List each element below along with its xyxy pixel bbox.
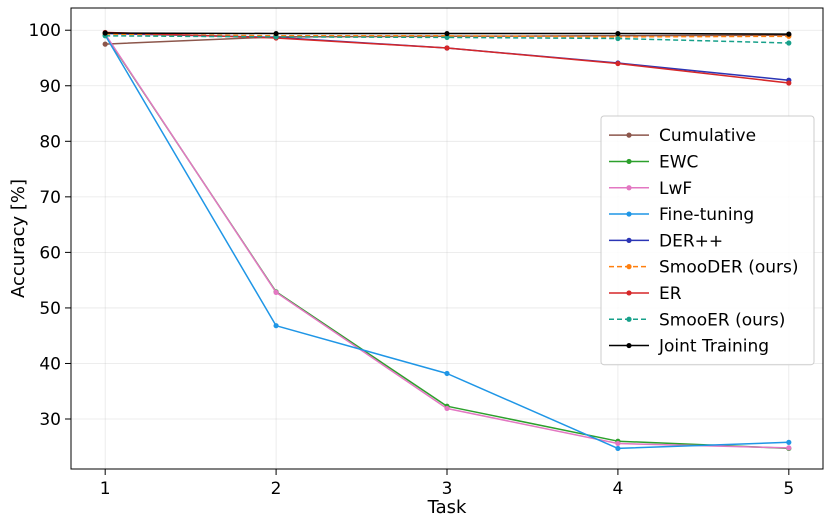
series-joint-training <box>102 30 792 37</box>
data-point <box>273 323 279 329</box>
y-tick-label: 60 <box>39 243 61 263</box>
data-point <box>615 445 621 452</box>
data-point <box>102 30 108 36</box>
x-tick-label: 1 <box>100 479 111 499</box>
data-point <box>444 34 450 41</box>
data-point <box>786 80 792 86</box>
legend-swatch-marker <box>626 316 632 322</box>
x-tick-label: 2 <box>271 479 282 499</box>
legend-box <box>600 115 815 366</box>
y-tick-label: 40 <box>39 354 61 374</box>
y-tick-label: 50 <box>39 299 61 319</box>
legend-item: LwF <box>609 179 692 199</box>
data-point <box>444 45 450 51</box>
legend-swatch-marker <box>626 264 632 270</box>
legend-label: DER++ <box>659 231 723 251</box>
legend-item: Fine-tuning <box>609 205 754 225</box>
legend-swatch-marker <box>626 342 632 349</box>
data-point <box>444 405 450 412</box>
legend-swatch-marker <box>626 185 632 191</box>
legend-label: Joint Training <box>658 337 769 357</box>
series-lines <box>102 29 792 452</box>
x-tick-label: 3 <box>442 479 453 499</box>
data-point <box>615 35 621 42</box>
legend-label: LwF <box>659 179 692 199</box>
legend-label: SmooDER (ours) <box>659 258 799 278</box>
legend-label: EWC <box>659 152 698 172</box>
y-tick-label: 80 <box>39 132 61 152</box>
data-point <box>786 439 792 445</box>
legend-item: EWC <box>609 152 698 172</box>
series-fine-tuning <box>102 32 792 452</box>
y-tick-label: 90 <box>39 77 61 97</box>
legend-swatch-marker <box>626 158 632 165</box>
y-tick-label: 100 <box>29 21 61 41</box>
data-point <box>102 41 108 47</box>
legend-item: DER++ <box>609 231 723 251</box>
data-point <box>273 289 279 295</box>
legend-label: ER <box>659 284 682 304</box>
x-tick-label: 4 <box>612 479 623 499</box>
legend-item: Cumulative <box>609 126 756 146</box>
legend-item: SmooER (ours) <box>609 310 785 330</box>
legend-item: ER <box>609 284 682 304</box>
y-axis-label: Accuracy [%] <box>8 179 29 298</box>
data-point <box>786 445 792 451</box>
legend: Cumulative EWC LwF Fine-tuning DER++ SmooDER … <box>600 115 815 366</box>
legend-label: Fine-tuning <box>659 205 754 225</box>
legend-item: Joint Training <box>609 337 769 357</box>
x-axis-label: Task <box>427 497 467 518</box>
data-point <box>615 60 621 67</box>
data-point <box>615 30 621 37</box>
legend-item: SmooDER (ours) <box>609 258 799 278</box>
y-tick-label: 30 <box>39 410 61 430</box>
legend-label: SmooER (ours) <box>659 310 785 330</box>
legend-swatch-marker <box>626 132 632 138</box>
y-tick-label: 70 <box>39 188 61 208</box>
data-point <box>273 30 279 37</box>
data-point <box>615 440 621 447</box>
legend-swatch-marker <box>626 290 632 296</box>
data-point <box>444 370 450 377</box>
series-line <box>105 35 789 44</box>
x-tick-label: 5 <box>783 479 794 499</box>
legend-swatch-marker <box>626 237 632 243</box>
series-line <box>105 33 789 38</box>
legend-swatch-marker <box>626 211 632 217</box>
data-point <box>444 30 450 37</box>
data-point <box>786 40 792 46</box>
legend-label: Cumulative <box>659 126 756 146</box>
axes: 1 2 3 4 5 30 40 50 60 70 80 90 100 <box>29 21 795 499</box>
data-point <box>786 31 792 37</box>
